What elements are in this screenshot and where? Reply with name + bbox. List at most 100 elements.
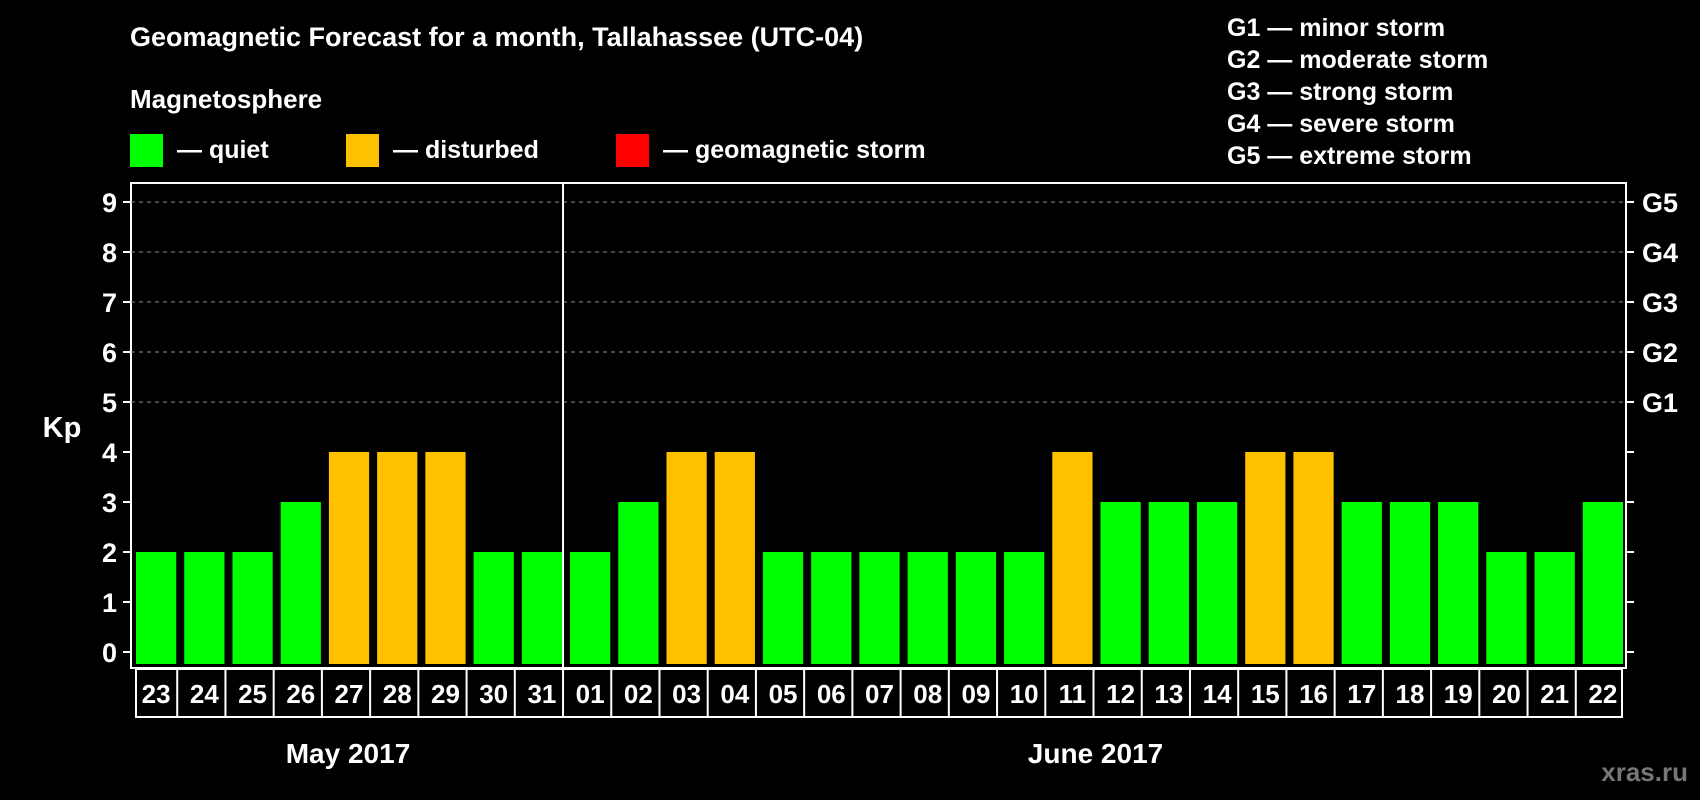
kp-bar [1438,502,1479,664]
legend-item-storm: — geomagnetic storm [616,133,926,167]
chart-title: Geomagnetic Forecast for a month, Tallah… [130,22,864,52]
kp-bar [955,552,997,664]
y-tick-label: 7 [102,288,117,318]
legend-item-quiet: — quiet [130,133,269,167]
storm-scale-g4: G4 — severe storm [1227,110,1455,138]
kp-bar [1534,552,1575,664]
day-label: 13 [1154,679,1183,709]
kp-bar [1389,502,1431,664]
storm-scale-g3: G3 — strong storm [1227,78,1454,106]
legend-swatch-storm [616,133,649,167]
day-label: 04 [720,679,749,709]
legend-heading: Magnetosphere [130,84,323,114]
legend-swatch-quiet [130,133,163,167]
storm-scale-g2: G2 — moderate storm [1227,46,1489,74]
day-label: 30 [479,679,508,709]
kp-bar [811,552,852,664]
legend-label-quiet: — quiet [177,135,269,164]
day-label: 24 [190,679,219,709]
day-label: 03 [672,679,701,709]
g-level-label: G3 [1642,288,1678,318]
day-label: 11 [1059,679,1087,709]
y-tick-label: 6 [102,338,117,368]
watermark: xras.ru [1601,757,1688,787]
day-label: 26 [286,679,315,709]
kp-bar [184,552,225,664]
kp-bar [1004,552,1045,664]
day-label: 12 [1106,679,1135,709]
kp-bar [328,452,370,664]
day-label: 15 [1251,679,1280,709]
kp-bar [232,552,273,664]
kp-bar [521,552,563,664]
day-label: 20 [1492,679,1521,709]
g-level-label: G4 [1642,238,1678,268]
day-label: 29 [431,679,460,709]
kp-bar [1245,452,1286,664]
kp-bar [377,452,418,664]
kp-bar [1052,452,1093,664]
kp-bar [1196,502,1238,664]
kp-bar [280,502,321,664]
y-tick-label: 5 [102,388,117,418]
kp-bar [666,452,707,664]
day-label: 28 [383,679,412,709]
kp-bar [570,552,611,664]
month-label: May 2017 [286,738,411,769]
g-level-label: G5 [1642,188,1678,218]
day-label: 17 [1347,679,1376,709]
storm-scale-list: G1 — minor storm G2 — moderate storm G3 … [1227,12,1488,172]
day-label: 02 [624,679,653,709]
g-level-label: G2 [1642,338,1678,368]
day-label: 23 [142,679,171,709]
kp-bar [714,452,755,664]
kp-bar [1582,502,1623,664]
day-label: 21 [1540,679,1569,709]
kp-bar [859,552,900,664]
legend-swatch-disturbed [346,133,379,167]
day-label-row [135,668,1623,718]
day-label: 27 [335,679,364,709]
y-tick-label: 9 [102,188,117,218]
storm-scale-g5: G5 — extreme storm [1227,142,1472,170]
y-tick-label: 0 [102,638,117,668]
storm-scale-g1: G1 — minor storm [1227,14,1446,42]
day-label: 08 [913,679,942,709]
day-label: 18 [1396,679,1425,709]
kp-bar [762,552,804,664]
kp-bar [1486,552,1527,664]
kp-bar [1148,502,1189,664]
legend-label-disturbed: — disturbed [393,135,539,164]
day-label: 16 [1299,679,1328,709]
day-label: 22 [1588,679,1617,709]
kp-bar [1100,502,1141,664]
day-label: 07 [865,679,894,709]
day-label: 31 [527,679,556,709]
day-label: 14 [1203,679,1232,709]
kp-bar [907,552,948,664]
kp-bar [136,552,177,664]
day-label: 19 [1444,679,1473,709]
y-axis-title: Kp [43,412,82,444]
y-tick-label: 1 [102,588,117,618]
y-tick-label: 8 [102,238,117,268]
day-label: 05 [769,679,798,709]
day-label: 10 [1010,679,1039,709]
month-label: June 2017 [1028,738,1163,769]
kp-bar [425,452,466,664]
kp-bar [473,552,514,664]
day-label: 01 [576,679,605,709]
day-label: 09 [961,679,990,709]
kp-bar [618,502,659,664]
day-label: 06 [817,679,846,709]
y-tick-label: 2 [102,538,117,568]
day-label: 25 [238,679,267,709]
y-tick-label: 4 [102,438,117,468]
kp-bar [1341,502,1382,664]
legend-item-disturbed: — disturbed [346,133,539,167]
y-tick-label: 3 [102,488,117,518]
kp-bar [1293,452,1334,664]
g-level-label: G1 [1642,388,1678,418]
legend-label-storm: — geomagnetic storm [663,135,926,164]
